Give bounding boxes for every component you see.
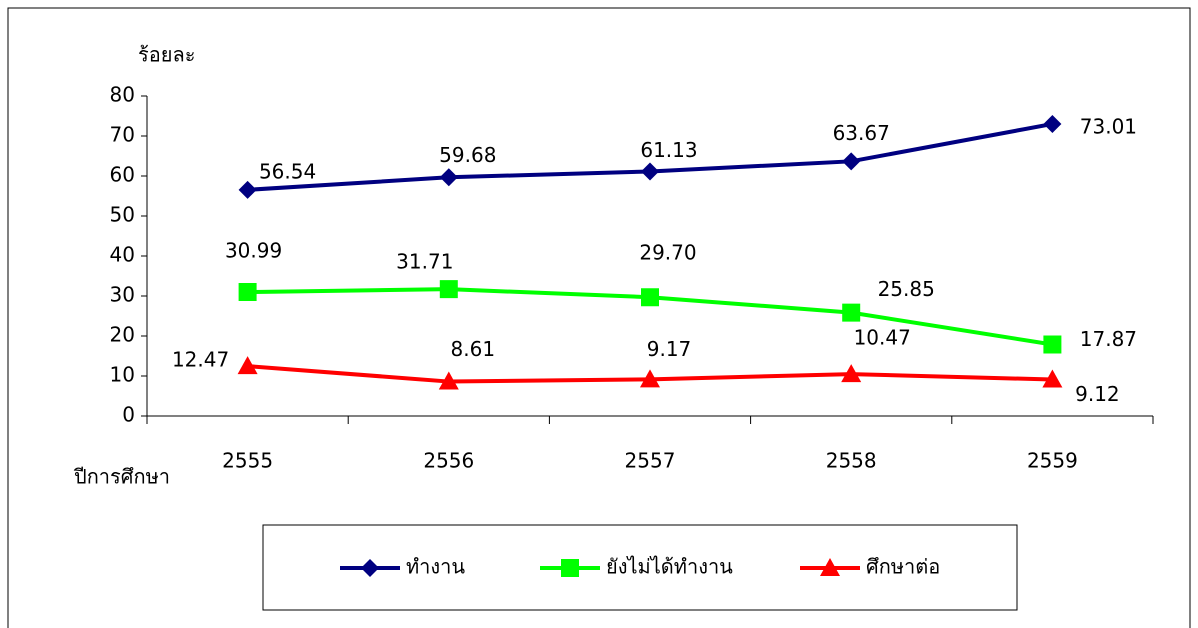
data-label: 9.12: [1075, 382, 1120, 406]
legend-marker: [361, 559, 379, 577]
data-point: [842, 303, 861, 322]
data-point: [1043, 114, 1062, 133]
y-tick-label: 80: [110, 83, 135, 107]
data-point: [439, 280, 458, 299]
data-label: 10.47: [854, 326, 911, 350]
data-point: [439, 168, 458, 187]
y-tick-label: 0: [122, 403, 135, 427]
data-label: 29.70: [639, 241, 696, 265]
x-tick-label: 2558: [826, 449, 877, 473]
data-label: 12.47: [172, 348, 229, 372]
data-point: [438, 371, 459, 390]
y-tick-label: 40: [110, 243, 135, 267]
data-label: 73.01: [1080, 114, 1137, 138]
x-axis-label: ปีการศึกษา: [74, 465, 170, 489]
data-point: [1042, 369, 1063, 388]
y-tick-label: 10: [110, 363, 135, 387]
data-label: 9.17: [647, 337, 692, 361]
chart-frame: [7, 7, 1191, 628]
data-point: [641, 288, 659, 307]
y-tick-label: 60: [110, 163, 135, 187]
data-label: 61.13: [640, 138, 697, 162]
data-label: 25.85: [878, 277, 935, 301]
y-tick-label: 30: [110, 283, 135, 307]
data-point: [1043, 335, 1062, 354]
data-label: 63.67: [833, 121, 890, 145]
data-point: [237, 356, 258, 375]
data-label: 56.54: [259, 159, 316, 183]
legend-label: ยังไม่ได้ทำงาน: [606, 555, 733, 579]
x-tick-label: 2555: [222, 449, 273, 473]
data-label: 31.71: [396, 250, 453, 274]
y-axis-label: ร้อยละ: [138, 43, 195, 67]
data-point: [640, 369, 660, 388]
legend-marker: [561, 559, 579, 577]
y-tick-label: 70: [110, 123, 135, 147]
data-label: 8.61: [451, 337, 496, 361]
data-point: [238, 180, 257, 199]
data-label: 30.99: [225, 239, 282, 263]
y-tick-label: 20: [110, 323, 135, 347]
x-tick-label: 2557: [625, 449, 676, 473]
x-tick-label: 2556: [423, 449, 474, 473]
data-point: [842, 152, 861, 171]
legend-marker: [820, 558, 840, 576]
y-tick-label: 50: [110, 203, 135, 227]
data-point: [238, 283, 257, 302]
data-label: 17.87: [1080, 327, 1137, 351]
legend-label: ทำงาน: [406, 555, 465, 579]
data-point: [841, 364, 862, 383]
x-tick-label: 2559: [1027, 449, 1078, 473]
data-label: 59.68: [439, 143, 496, 167]
data-point: [641, 162, 659, 181]
legend-label: ศึกษาต่อ: [866, 555, 940, 579]
